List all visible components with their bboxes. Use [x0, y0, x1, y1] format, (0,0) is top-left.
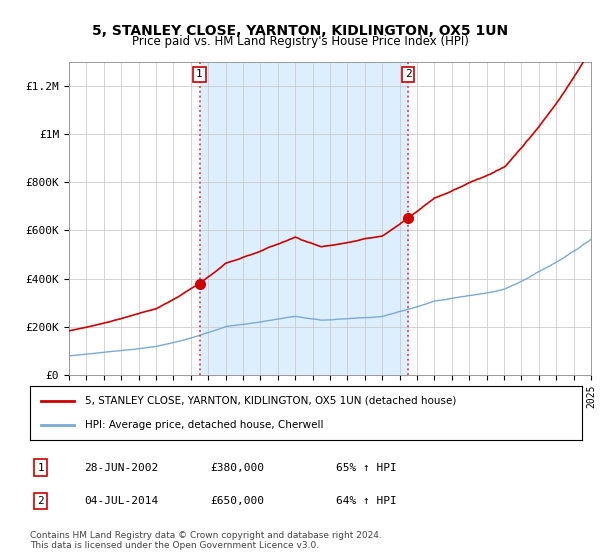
Text: £380,000: £380,000: [210, 463, 264, 473]
Text: 1: 1: [37, 463, 44, 473]
Text: 2: 2: [405, 69, 412, 80]
Text: Price paid vs. HM Land Registry's House Price Index (HPI): Price paid vs. HM Land Registry's House …: [131, 35, 469, 48]
Bar: [199, 62, 408, 375]
Text: 04-JUL-2014: 04-JUL-2014: [84, 496, 158, 506]
Text: 5, STANLEY CLOSE, YARNTON, KIDLINGTON, OX5 1UN (detached house): 5, STANLEY CLOSE, YARNTON, KIDLINGTON, O…: [85, 396, 457, 406]
Text: £650,000: £650,000: [210, 496, 264, 506]
Text: 65% ↑ HPI: 65% ↑ HPI: [336, 463, 397, 473]
Text: HPI: Average price, detached house, Cherwell: HPI: Average price, detached house, Cher…: [85, 420, 324, 430]
Text: 28-JUN-2002: 28-JUN-2002: [84, 463, 158, 473]
Text: 2: 2: [37, 496, 44, 506]
Text: Contains HM Land Registry data © Crown copyright and database right 2024.
This d: Contains HM Land Registry data © Crown c…: [30, 531, 382, 550]
Text: 1: 1: [196, 69, 203, 80]
Text: 5, STANLEY CLOSE, YARNTON, KIDLINGTON, OX5 1UN: 5, STANLEY CLOSE, YARNTON, KIDLINGTON, O…: [92, 24, 508, 38]
Text: 64% ↑ HPI: 64% ↑ HPI: [336, 496, 397, 506]
